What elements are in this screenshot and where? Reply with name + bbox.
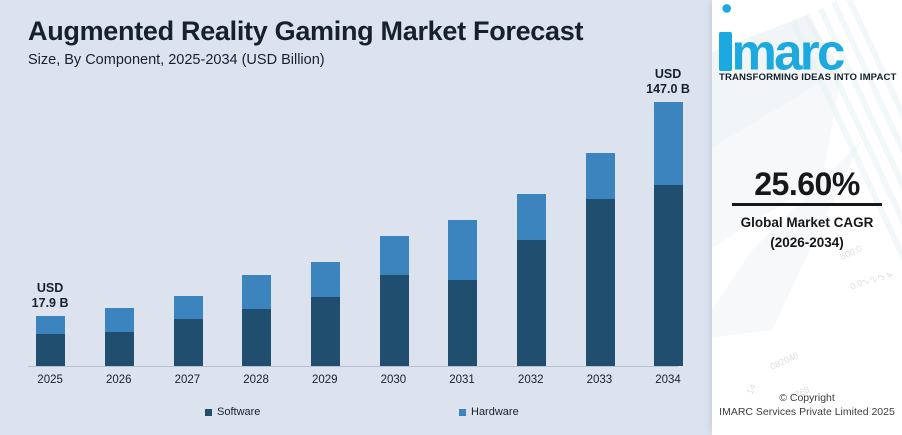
svg-text:TRANSFORMING IDEAS INTO IMPACT: TRANSFORMING IDEAS INTO IMPACT (719, 72, 897, 80)
svg-text:082048: 082048 (769, 350, 800, 372)
